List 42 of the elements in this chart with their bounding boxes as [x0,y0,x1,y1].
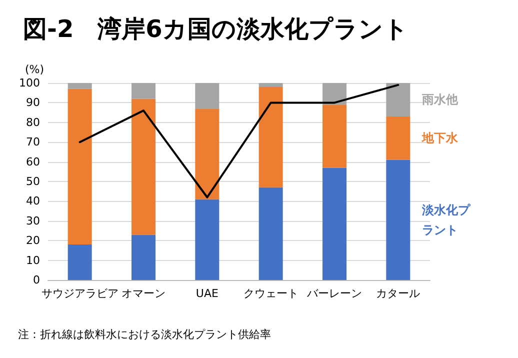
x-tick-label: オマーン [122,287,166,300]
y-tick-label: 80 [26,116,40,129]
bar [195,108,220,200]
y-tick-label: 90 [26,96,40,110]
chart-title: 図-2 湾岸6カ国の淡水化プラント [23,15,408,43]
x-tick-label: カタール [376,287,420,300]
bar [386,83,410,116]
bar [258,83,283,87]
bar [258,187,283,280]
y-tick-label: 0 [33,274,40,286]
y-axis-title: (%) [24,63,44,76]
bar [258,86,283,188]
bar [386,116,410,160]
bar [195,83,220,109]
x-tick-label: UAE [196,287,218,300]
text: 注：折れ線は飲料水における淡水化プラント供給率 [18,328,271,341]
y-tick-label: 70 [26,136,40,149]
y-tick-label: 100 [19,76,40,90]
bar [68,244,92,280]
bar [322,168,346,280]
bar [322,83,346,105]
y-tick-label: 40 [26,194,40,208]
bar [132,234,156,280]
x-tick-label: クウェート [243,287,298,300]
bar [68,83,92,89]
y-tick-label: 20 [26,234,40,248]
x-tick-label: サウジアラビア [41,287,118,300]
bar [132,98,156,235]
line-series [78,84,400,198]
y-tick-label: 60 [26,155,40,168]
x-tick-label: バーレーン [306,287,362,300]
y-tick-label: 30 [26,214,40,228]
series-label: 雨水他 [421,92,460,107]
bar [322,104,346,168]
y-tick-label: 50 [26,175,40,188]
y-tick-label: 10 [26,254,40,267]
series-label: 地下水 [421,131,460,146]
bar [68,88,92,245]
bar [195,199,220,280]
bar [386,160,410,280]
series-label: 淡水化プラント [421,202,472,237]
bar [132,83,156,99]
